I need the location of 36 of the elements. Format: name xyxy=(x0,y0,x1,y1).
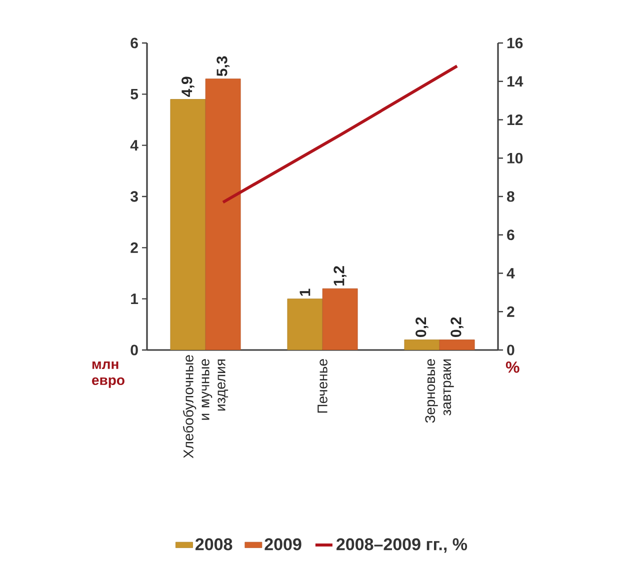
y-tick-label: 4 xyxy=(130,140,138,150)
y2-tick-label: 6 xyxy=(507,230,514,240)
x-tick-label: Зерновые завтраки xyxy=(425,359,454,423)
legend-label: 2008 xyxy=(196,538,232,550)
y2-tick-label: 2 xyxy=(507,306,514,317)
data-label: 5,3 xyxy=(216,56,230,76)
legend-label: 2008–2009 гг., % xyxy=(336,538,468,553)
y2-tick-label: 8 xyxy=(506,191,514,202)
y-axis-title: млн евро xyxy=(92,362,124,388)
y-tick-label: 0 xyxy=(130,344,138,356)
y2-tick-label: 10 xyxy=(507,152,523,164)
bar xyxy=(322,288,358,350)
y-tick-label: 2 xyxy=(130,242,138,253)
y-tick-label: 5 xyxy=(130,88,138,100)
data-label: 0,2 xyxy=(450,317,464,337)
bar xyxy=(404,340,440,350)
bar xyxy=(439,340,475,350)
y2-axis-title: % xyxy=(506,362,520,373)
bar xyxy=(287,298,323,350)
x-tick-label: Хлебобулочные и мучные изделия xyxy=(182,355,228,458)
data-label: 0,2 xyxy=(416,317,428,337)
y2-tick-label: 4 xyxy=(506,268,515,278)
y2-tick-label: 14 xyxy=(507,76,524,87)
y-tick-label: 3 xyxy=(130,191,138,202)
bar xyxy=(170,99,206,350)
bar xyxy=(205,78,241,350)
legend-label: 2009 xyxy=(264,538,302,550)
y-tick-label: 6 xyxy=(130,38,138,48)
x-tick-label: Печенье xyxy=(318,359,328,413)
data-label: 1,2 xyxy=(334,266,346,286)
data-label: 1 xyxy=(300,288,310,296)
y-tick-label: 1 xyxy=(131,294,138,304)
y2-tick-label: 16 xyxy=(507,38,523,48)
y2-tick-label: 12 xyxy=(507,114,523,125)
data-label: 4,9 xyxy=(182,76,194,97)
y2-tick-label: 0 xyxy=(507,344,514,356)
